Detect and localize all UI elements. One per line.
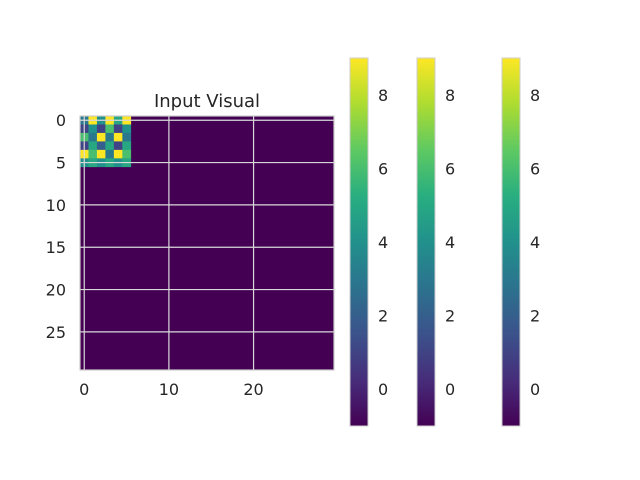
y-tick-label: 25 (46, 323, 66, 342)
heatmap-cell (105, 141, 115, 151)
heatmap-cell (88, 141, 98, 151)
heatmap-cell (96, 141, 106, 151)
colorbar-tick-label: 4 (530, 233, 540, 252)
colorbar-tick-label: 4 (378, 233, 388, 252)
heatmap-cell (113, 132, 123, 142)
chart-title: Input Visual (154, 91, 260, 112)
heatmap-cell (122, 149, 132, 159)
heatmap-cell (113, 141, 123, 151)
axes-frame (79, 115, 335, 371)
colorbar-tick-label: 6 (530, 159, 540, 178)
colorbar-tick-label: 0 (530, 380, 540, 399)
heatmap-cell (105, 149, 115, 159)
colorbar-tick-label: 6 (445, 159, 455, 178)
heatmap-cell (88, 149, 98, 159)
heatmap-cell (88, 124, 98, 134)
y-tick-label: 15 (46, 238, 66, 257)
colorbar-tick-label: 0 (378, 380, 388, 399)
colorbar-tick-label: 4 (445, 233, 455, 252)
colorbar-tick-label: 2 (530, 307, 540, 326)
heatmap-cell (88, 132, 98, 142)
heatmap-cell (96, 132, 106, 142)
heatmap-plot: 0 10 20 0 5 10 15 20 25 (46, 111, 335, 399)
colorbars: 0 2 4 6 8 0 2 4 6 8 0 2 4 6 8 (349, 57, 540, 427)
heatmap-cell (122, 124, 132, 134)
x-tick-label: 10 (159, 380, 179, 399)
y-tick-label: 0 (56, 111, 66, 130)
heatmap-cell (96, 149, 106, 159)
colorbar-tick-label: 8 (445, 86, 455, 105)
y-tick-label: 20 (46, 281, 66, 300)
colorbar-tick-label: 2 (445, 307, 455, 326)
colorbar-tick-label: 0 (445, 380, 455, 399)
y-tick-label: 10 (46, 196, 66, 215)
heatmap-cell (105, 124, 115, 134)
heatmap-cell (122, 141, 132, 151)
colorbar-tick-label: 6 (378, 159, 388, 178)
colorbar-tick-label: 8 (530, 86, 540, 105)
x-tick-label: 0 (79, 380, 89, 399)
y-tick-label: 5 (56, 154, 66, 173)
colorbar-tick-label: 2 (378, 307, 388, 326)
colorbar-1 (349, 57, 369, 427)
heatmap-cell (96, 124, 106, 134)
heatmap-cell (113, 124, 123, 134)
colorbar-tick-label: 8 (378, 86, 388, 105)
x-tick-label: 20 (243, 380, 263, 399)
heatmap-cell (105, 132, 115, 142)
colorbar-2 (416, 57, 436, 427)
colorbar-3 (501, 57, 521, 427)
heatmap-cell (113, 149, 123, 159)
heatmap-cell (122, 132, 132, 142)
